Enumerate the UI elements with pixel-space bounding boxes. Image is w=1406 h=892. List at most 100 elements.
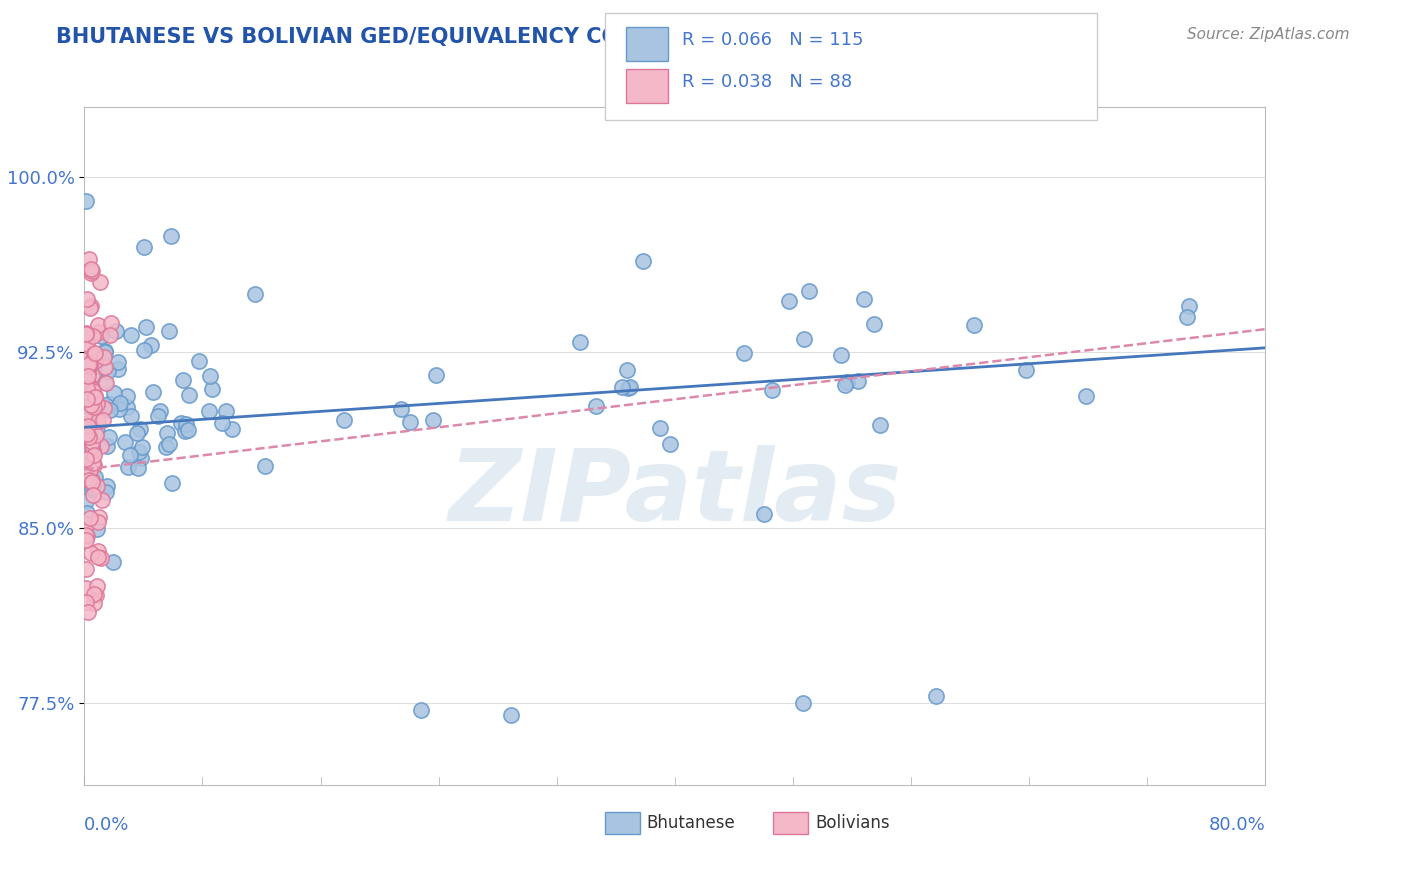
Point bbox=[118, 448, 141, 462]
Point bbox=[617, 381, 640, 395]
Point bbox=[76, 517, 98, 532]
Point bbox=[160, 228, 183, 243]
Text: BHUTANESE VS BOLIVIAN GED/EQUIVALENCY CORRELATION CHART: BHUTANESE VS BOLIVIAN GED/EQUIVALENCY CO… bbox=[56, 27, 835, 46]
Point bbox=[90, 550, 112, 565]
Point bbox=[76, 337, 98, 351]
Point bbox=[75, 581, 97, 595]
Point bbox=[86, 397, 108, 411]
Point bbox=[75, 194, 97, 208]
Point bbox=[97, 397, 120, 411]
Point bbox=[84, 359, 107, 373]
Point bbox=[79, 400, 101, 414]
Point bbox=[76, 392, 98, 406]
Point bbox=[115, 389, 138, 403]
Point bbox=[84, 389, 107, 403]
Point bbox=[101, 398, 124, 412]
Point bbox=[125, 425, 148, 440]
Point bbox=[91, 413, 114, 427]
Point bbox=[76, 374, 98, 388]
Point bbox=[80, 266, 103, 280]
Point bbox=[86, 544, 108, 558]
Point bbox=[87, 318, 110, 332]
Point bbox=[75, 335, 97, 350]
Point bbox=[399, 415, 422, 429]
Point bbox=[157, 324, 180, 338]
Point bbox=[75, 528, 97, 542]
Point bbox=[84, 588, 107, 602]
Point bbox=[619, 380, 641, 394]
Point bbox=[87, 549, 110, 564]
Point bbox=[132, 240, 155, 254]
Point bbox=[105, 324, 128, 338]
Point bbox=[93, 401, 115, 415]
Point bbox=[75, 562, 97, 576]
Point bbox=[76, 365, 98, 379]
Point bbox=[149, 404, 172, 418]
Point bbox=[752, 508, 775, 522]
Point bbox=[75, 353, 97, 368]
Point bbox=[215, 404, 238, 418]
Point bbox=[610, 380, 633, 394]
Point bbox=[82, 396, 104, 410]
Point bbox=[120, 327, 142, 342]
Point bbox=[159, 436, 181, 450]
Point bbox=[97, 363, 120, 377]
Point bbox=[142, 384, 165, 399]
Point bbox=[156, 426, 179, 441]
Point bbox=[176, 423, 198, 437]
Point bbox=[501, 707, 523, 722]
Point bbox=[76, 381, 98, 395]
Point bbox=[82, 475, 104, 489]
Point bbox=[77, 398, 100, 412]
Point bbox=[389, 401, 412, 416]
Point bbox=[77, 252, 100, 267]
Point bbox=[568, 335, 591, 350]
Point bbox=[80, 546, 103, 560]
Point bbox=[837, 375, 859, 389]
Point bbox=[86, 522, 108, 536]
Point bbox=[243, 286, 266, 301]
Point bbox=[90, 329, 112, 343]
Point bbox=[925, 689, 948, 703]
Point bbox=[1178, 299, 1201, 313]
Point bbox=[75, 334, 97, 348]
Point bbox=[83, 346, 105, 360]
Point bbox=[585, 399, 607, 413]
Point bbox=[82, 434, 104, 449]
Point bbox=[631, 253, 654, 268]
Point bbox=[120, 409, 142, 424]
Point bbox=[75, 426, 97, 441]
Point bbox=[172, 372, 194, 386]
Point bbox=[107, 401, 129, 416]
Point bbox=[131, 440, 153, 454]
Point bbox=[80, 261, 103, 276]
Point bbox=[1015, 363, 1038, 377]
Point bbox=[79, 400, 101, 414]
Point bbox=[86, 515, 108, 529]
Point bbox=[76, 407, 98, 421]
Point bbox=[96, 376, 118, 391]
Point bbox=[80, 482, 103, 496]
Point bbox=[114, 435, 136, 450]
Point bbox=[200, 382, 222, 396]
Point bbox=[411, 703, 433, 717]
Point bbox=[80, 299, 103, 313]
Point bbox=[76, 528, 98, 542]
Point bbox=[127, 461, 149, 475]
Text: R = 0.066   N = 115: R = 0.066 N = 115 bbox=[682, 31, 863, 49]
Point bbox=[254, 458, 277, 473]
Point bbox=[75, 326, 97, 341]
Point bbox=[83, 354, 105, 368]
Point bbox=[129, 421, 152, 435]
Point bbox=[103, 385, 125, 400]
Point bbox=[134, 343, 156, 358]
Point bbox=[75, 326, 97, 341]
Point bbox=[79, 358, 101, 372]
Point bbox=[650, 421, 672, 435]
Point bbox=[75, 493, 97, 508]
Point bbox=[792, 696, 814, 710]
Point bbox=[188, 353, 211, 368]
Point bbox=[115, 401, 138, 415]
Point bbox=[160, 475, 183, 490]
Text: Source: ZipAtlas.com: Source: ZipAtlas.com bbox=[1187, 27, 1350, 42]
